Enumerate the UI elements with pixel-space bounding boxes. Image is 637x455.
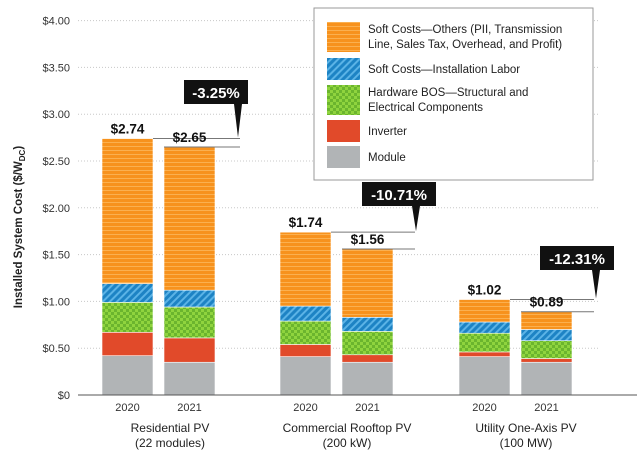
x-tick-label-year: 2021: [177, 402, 201, 414]
y-axis-title-subscript: DC: [18, 149, 27, 161]
bar-segment: [101, 302, 154, 333]
bar-segment: [520, 329, 573, 342]
legend-swatch: [327, 58, 360, 80]
bar-segment: [279, 305, 332, 322]
legend-label: Soft Costs—Others (PII, Transmission: [368, 24, 562, 36]
legend-label: Hardware BOS—Structural and: [368, 87, 528, 99]
y-tick-label: $1.50: [42, 250, 70, 262]
bar-segment: [458, 356, 511, 396]
bar-segment: [279, 356, 332, 396]
bar-segment: [101, 355, 154, 396]
y-axis-title: Installed System Cost ($/WDC): [13, 146, 27, 309]
bar-total-label: $1.02: [468, 283, 502, 298]
change-callout-box: [362, 182, 436, 232]
legend-swatch: [327, 146, 360, 168]
bar-total-label: $1.74: [289, 215, 323, 230]
bar-segment: [101, 331, 154, 356]
y-axis-tick-labels: $0 $0.50 $1.00 $1.50 $2.00 $2.50 $3.00 $3.50 $4.…: [42, 16, 70, 402]
y-axis-title-close: ): [13, 146, 25, 150]
bar-segment: [163, 337, 216, 363]
bar-total-label: $2.65: [173, 130, 207, 145]
legend-label: Module: [368, 152, 406, 164]
x-tick-label-year: 2021: [534, 402, 558, 414]
percent-change-callouts: -3.25% -10.71% -12.31%: [184, 80, 614, 299]
x-tick-label-year: 2021: [355, 402, 379, 414]
total-value-labels: $2.74 $2.65 $1.74 $1.56 $1.02 $0.89: [111, 122, 564, 310]
bar-segment: [163, 361, 216, 396]
x-tick-label-year: 2020: [115, 402, 139, 414]
legend-label: Soft Costs—Installation Labor: [368, 64, 520, 76]
group-label-name: Residential PV: [131, 421, 210, 435]
x-tick-label-year: 2020: [472, 402, 496, 414]
bar-segment: [163, 289, 216, 308]
y-tick-label: $3.00: [42, 109, 70, 121]
bar-segment: [163, 306, 216, 339]
bar-segment: [341, 354, 394, 363]
bar-segment: [520, 311, 573, 330]
group-label-name: Commercial Rooftop PV: [283, 421, 412, 435]
y-tick-label: $4.00: [42, 16, 70, 28]
bar-segment: [341, 331, 394, 356]
bar-total-label: $2.74: [111, 122, 145, 137]
y-tick-label: $3.50: [42, 62, 70, 74]
y-tick-label: $0: [58, 390, 70, 402]
legend: Soft Costs—Others (PII, Transmission Line…: [313, 7, 594, 181]
legend-label: Inverter: [368, 126, 407, 138]
legend-label-line2: Electrical Components: [368, 102, 483, 114]
change-callout-label: -3.25%: [192, 85, 240, 102]
bar-segment: [163, 146, 216, 291]
legend-box: [313, 7, 594, 181]
change-callout-label: -12.31%: [549, 251, 605, 268]
y-tick-label: $2.00: [42, 203, 70, 215]
bar-total-label: $1.56: [351, 232, 385, 247]
group-label-detail: (100 MW): [500, 436, 553, 450]
stacked-bars: [101, 138, 573, 396]
change-callout-box: [540, 246, 614, 299]
total-leader-lines: [153, 138, 594, 313]
bar-segment: [279, 320, 332, 345]
legend-label-line2: Line, Sales Tax, Overhead, and Profit): [368, 39, 562, 51]
change-callout-box: [184, 80, 248, 138]
y-tick-label: $0.50: [42, 343, 70, 355]
bar-segment: [279, 344, 332, 357]
y-tick-label: $2.50: [42, 156, 70, 168]
bar-segment: [458, 321, 511, 334]
bar-segment: [279, 231, 332, 307]
bar-segment: [458, 299, 511, 323]
group-label-detail: (200 kW): [323, 436, 372, 450]
legend-swatch: [327, 120, 360, 142]
group-label-name: Utility One-Axis PV: [475, 421, 576, 435]
bar-segment: [341, 248, 394, 318]
legend-swatch: [327, 22, 360, 52]
bar-segment: [520, 358, 573, 363]
y-tick-label: $1.00: [42, 296, 70, 308]
bar-segment: [520, 361, 573, 396]
bar-segment: [458, 351, 511, 357]
bar-segment: [101, 283, 154, 303]
bar-segment: [520, 340, 573, 359]
bar-segment: [341, 361, 394, 396]
legend-swatch: [327, 85, 360, 115]
group-label-detail: (22 modules): [135, 436, 205, 450]
bar-segment: [341, 317, 394, 332]
bar-segment: [458, 332, 511, 353]
bar-segment: [101, 138, 154, 284]
y-axis-title-main: Installed System Cost ($/W: [13, 161, 25, 308]
x-tick-label-year: 2020: [293, 402, 317, 414]
bar-total-label: $0.89: [530, 295, 564, 310]
change-callout-label: -10.71%: [371, 187, 427, 204]
